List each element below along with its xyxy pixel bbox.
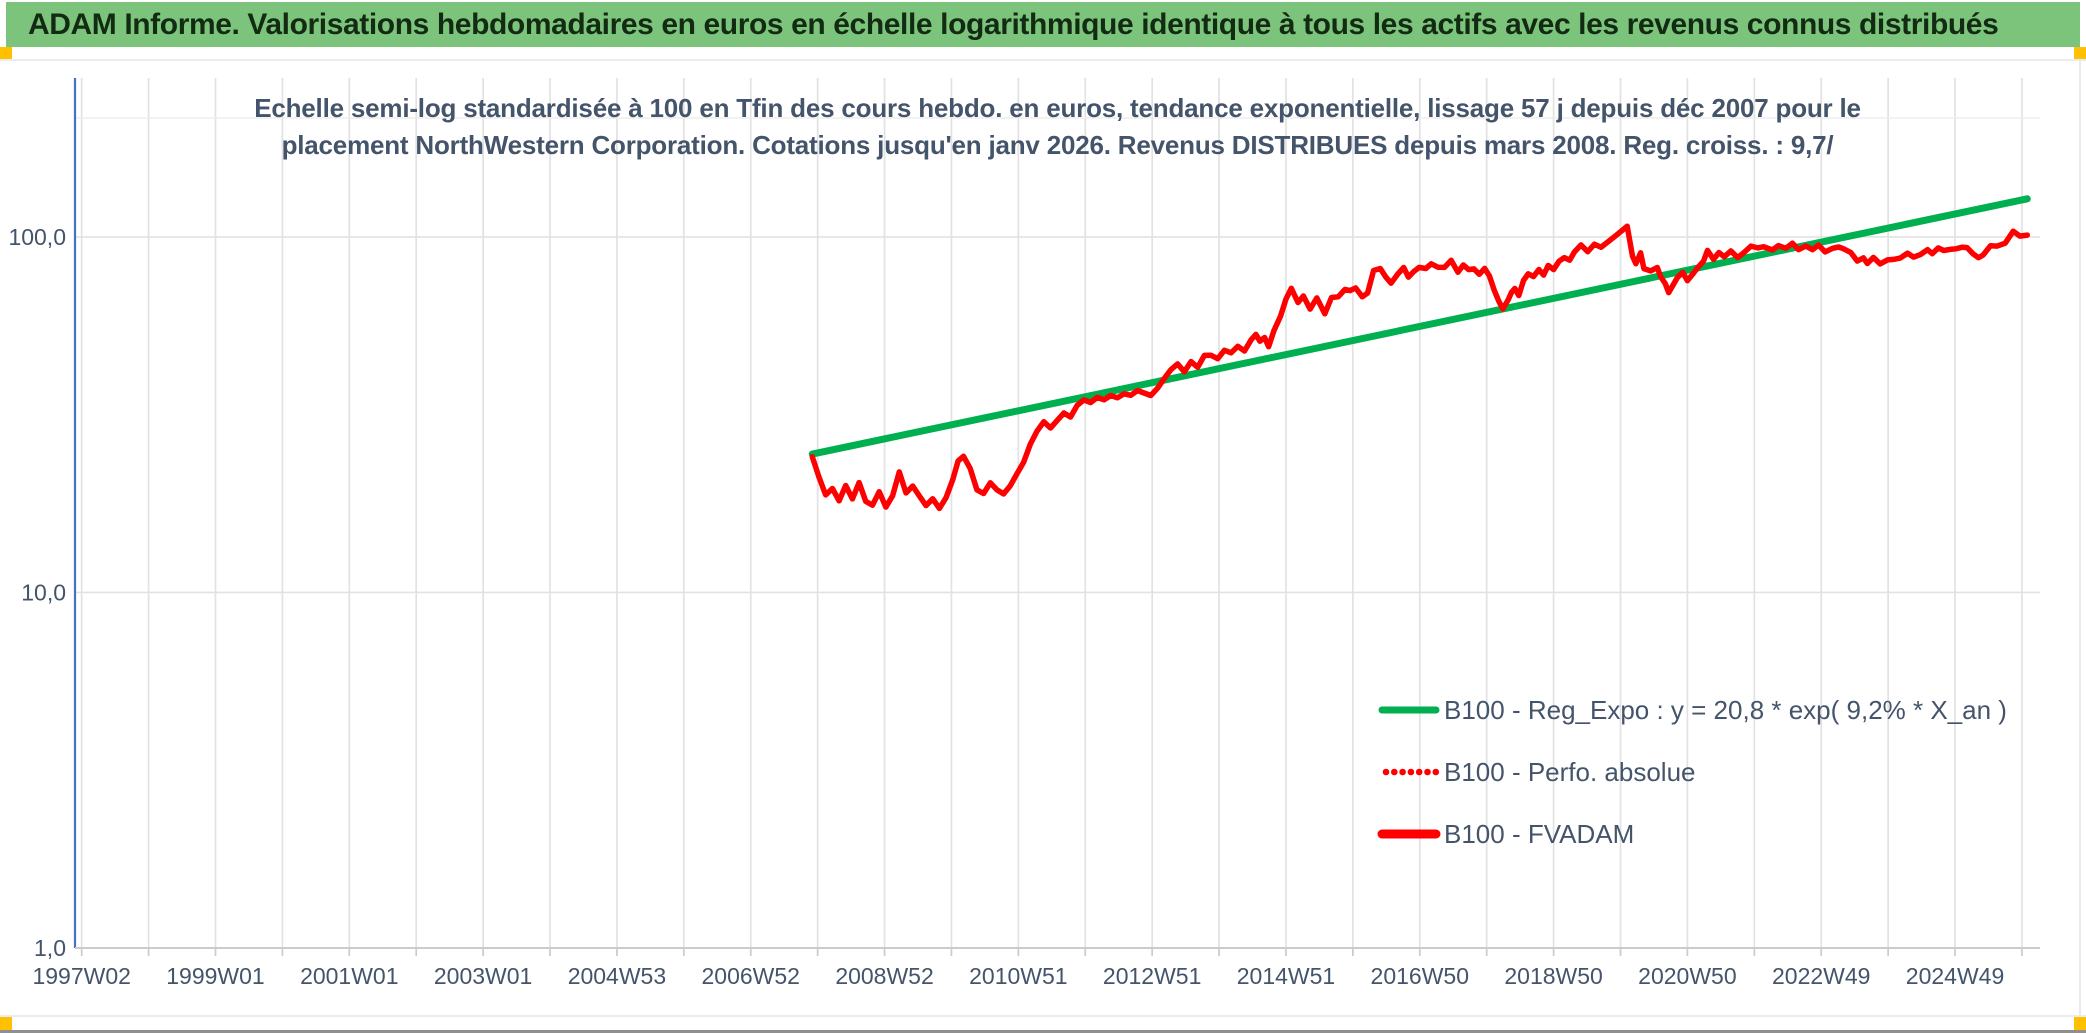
- legend-dotted-swatch: [1432, 768, 1440, 776]
- x-tick-label: 2010W51: [969, 963, 1067, 989]
- x-tick-label: 2018W50: [1504, 963, 1602, 989]
- series-trend-line: [808, 195, 2031, 458]
- legend-dotted-swatch: [1415, 768, 1423, 776]
- y-tick-label: 1,0: [34, 935, 66, 961]
- legend-item-label: B100 - Perfo. absolue: [1444, 757, 1696, 787]
- x-tick-label: 2014W51: [1237, 963, 1335, 989]
- corner-marker-top-left: [0, 47, 12, 61]
- x-tick-label: 2008W52: [835, 963, 933, 989]
- bottom-edge-line: [0, 1030, 2086, 1033]
- series-fvadam-line: [809, 223, 2031, 512]
- x-tick-label: 2003W01: [434, 963, 532, 989]
- legend-item-label: B100 - Reg_Expo : y = 20,8 * exp( 9,2% *…: [1444, 695, 2007, 725]
- x-tick-label: 2024W49: [1906, 963, 2004, 989]
- x-tick-label: 2006W52: [702, 963, 800, 989]
- corner-marker-bottom-right: [2074, 1016, 2086, 1030]
- page-title: ADAM Informe. Valorisations hebdomadaire…: [28, 7, 1999, 41]
- chart-right-border: [2079, 61, 2081, 1015]
- x-tick-label: 2016W50: [1371, 963, 1469, 989]
- legend-dotted-swatch: [1391, 768, 1398, 776]
- corner-marker-bottom-left: [0, 1016, 12, 1030]
- corner-marker-top-right: [2074, 47, 2086, 61]
- y-tick-label: 100,0: [8, 224, 66, 250]
- legend-dotted-swatch: [1424, 768, 1431, 776]
- header-bar: ADAM Informe. Valorisations hebdomadaire…: [6, 2, 2080, 47]
- x-tick-label: 2020W50: [1638, 963, 1736, 989]
- x-tick-label: 1999W01: [166, 963, 264, 989]
- footer-divider: [0, 1015, 2086, 1017]
- x-tick-label: 2012W51: [1103, 963, 1201, 989]
- x-tick-label: 2022W49: [1772, 963, 1870, 989]
- y-tick-label: 10,0: [21, 579, 66, 605]
- legend-dotted-swatch: [1382, 768, 1390, 776]
- legend-dotted-swatch: [1399, 768, 1406, 776]
- x-tick-label: 2001W01: [300, 963, 398, 989]
- header-divider: [0, 59, 2086, 61]
- legend-dotted-swatch: [1407, 768, 1415, 776]
- x-tick-label: 1997W02: [32, 963, 130, 989]
- legend-item-label: B100 - FVADAM: [1444, 819, 1634, 849]
- x-tick-label: 2004W53: [568, 963, 666, 989]
